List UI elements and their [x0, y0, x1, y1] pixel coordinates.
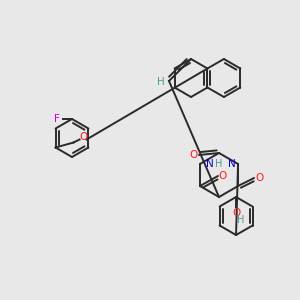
Text: N: N	[206, 159, 214, 169]
Text: O: O	[255, 173, 263, 183]
Text: O: O	[219, 171, 227, 181]
Text: H: H	[157, 77, 165, 87]
Text: O: O	[80, 133, 88, 142]
Text: F: F	[54, 114, 60, 124]
Text: O: O	[189, 150, 197, 160]
Text: N: N	[228, 159, 236, 169]
Text: O: O	[232, 208, 240, 218]
Text: H: H	[215, 159, 223, 169]
Text: H: H	[237, 215, 245, 225]
